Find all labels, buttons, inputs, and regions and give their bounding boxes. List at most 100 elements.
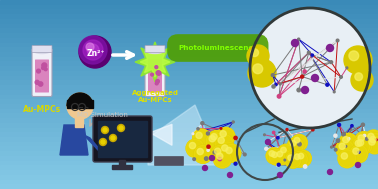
Circle shape	[284, 159, 286, 161]
Circle shape	[338, 150, 356, 168]
Circle shape	[272, 152, 277, 157]
Circle shape	[243, 153, 246, 156]
Circle shape	[266, 148, 282, 164]
Circle shape	[281, 147, 286, 153]
Circle shape	[285, 152, 301, 168]
Circle shape	[208, 130, 226, 148]
Ellipse shape	[146, 46, 164, 53]
Circle shape	[253, 64, 263, 74]
Bar	[0, 14, 378, 19]
Circle shape	[330, 61, 333, 64]
Bar	[0, 180, 378, 184]
Bar	[0, 47, 378, 52]
Circle shape	[273, 131, 275, 134]
Circle shape	[101, 140, 105, 144]
Circle shape	[355, 73, 363, 81]
Circle shape	[156, 80, 160, 83]
Bar	[0, 156, 378, 161]
Circle shape	[42, 63, 47, 68]
Circle shape	[301, 75, 304, 78]
Circle shape	[211, 134, 217, 140]
Circle shape	[156, 71, 160, 75]
Circle shape	[232, 121, 234, 123]
Circle shape	[297, 38, 300, 40]
Bar	[0, 146, 378, 151]
Bar	[0, 165, 378, 170]
Circle shape	[354, 136, 372, 154]
Circle shape	[368, 133, 374, 140]
Circle shape	[347, 138, 350, 140]
Circle shape	[339, 133, 358, 151]
Polygon shape	[140, 47, 170, 77]
Circle shape	[278, 144, 294, 160]
Circle shape	[366, 136, 378, 154]
Circle shape	[197, 128, 199, 130]
Bar	[0, 132, 378, 137]
Circle shape	[339, 143, 345, 149]
Circle shape	[218, 142, 237, 160]
Circle shape	[340, 76, 342, 78]
Circle shape	[99, 139, 107, 146]
Circle shape	[214, 148, 221, 154]
FancyBboxPatch shape	[32, 46, 52, 53]
Circle shape	[218, 157, 222, 161]
Circle shape	[35, 80, 39, 84]
Circle shape	[287, 138, 304, 154]
Circle shape	[288, 155, 293, 160]
FancyBboxPatch shape	[35, 60, 49, 92]
Circle shape	[102, 126, 108, 133]
Bar	[0, 76, 378, 80]
Circle shape	[358, 135, 364, 141]
Circle shape	[298, 153, 304, 159]
Circle shape	[295, 150, 311, 167]
Circle shape	[367, 133, 378, 151]
Circle shape	[361, 123, 364, 126]
Bar	[0, 43, 378, 47]
Bar	[0, 61, 378, 66]
FancyBboxPatch shape	[155, 156, 183, 166]
Circle shape	[365, 130, 378, 148]
Bar	[0, 71, 378, 76]
Circle shape	[277, 164, 279, 167]
Polygon shape	[148, 105, 220, 165]
Circle shape	[303, 70, 306, 73]
Bar	[75, 115, 83, 127]
Circle shape	[311, 54, 313, 56]
Circle shape	[363, 134, 366, 137]
Circle shape	[193, 158, 195, 160]
Circle shape	[294, 154, 300, 160]
Bar	[0, 52, 378, 57]
Circle shape	[295, 150, 311, 167]
Bar	[0, 99, 378, 104]
Bar	[0, 137, 378, 142]
Polygon shape	[150, 124, 172, 145]
Circle shape	[354, 136, 372, 154]
Bar	[0, 94, 378, 99]
Ellipse shape	[33, 46, 51, 53]
Circle shape	[193, 129, 211, 147]
Circle shape	[342, 133, 345, 136]
Bar	[0, 5, 378, 9]
Circle shape	[366, 138, 368, 140]
Circle shape	[304, 165, 307, 168]
Circle shape	[110, 135, 116, 142]
Circle shape	[155, 82, 158, 85]
Circle shape	[189, 143, 195, 149]
Circle shape	[277, 163, 280, 166]
Circle shape	[193, 129, 211, 147]
Polygon shape	[60, 125, 88, 155]
Circle shape	[275, 83, 277, 86]
Circle shape	[376, 139, 377, 141]
Circle shape	[297, 88, 301, 92]
Circle shape	[192, 133, 194, 135]
Circle shape	[208, 130, 226, 148]
Circle shape	[83, 40, 103, 60]
Circle shape	[118, 125, 124, 132]
Circle shape	[277, 136, 279, 139]
Circle shape	[247, 45, 269, 67]
Circle shape	[209, 156, 214, 160]
Bar	[0, 123, 378, 128]
Circle shape	[186, 139, 204, 157]
Circle shape	[103, 128, 107, 132]
Circle shape	[234, 162, 237, 165]
